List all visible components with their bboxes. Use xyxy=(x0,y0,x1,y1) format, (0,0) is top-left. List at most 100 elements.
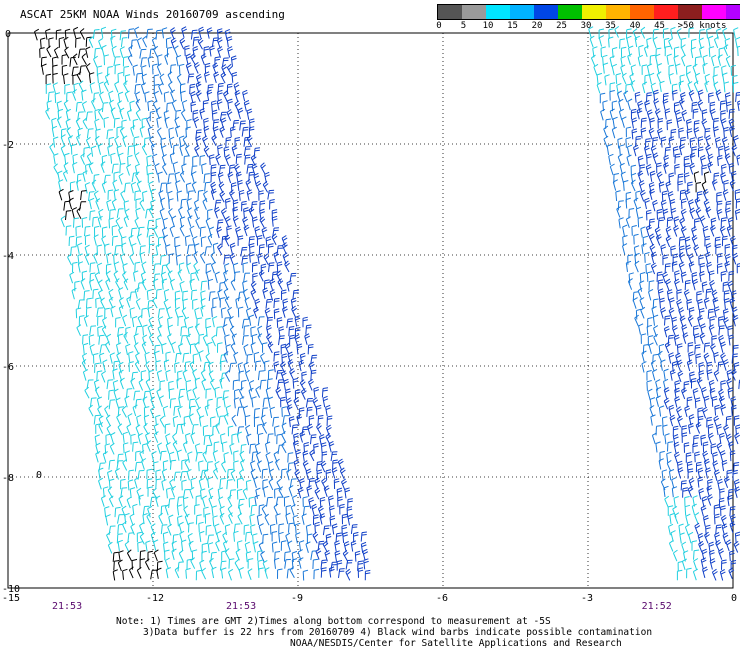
wind-barb xyxy=(667,505,674,516)
wind-barb xyxy=(219,505,225,518)
wind-barb xyxy=(190,165,198,176)
wind-barb xyxy=(164,423,171,434)
wind-barb xyxy=(217,171,224,184)
wind-barb xyxy=(700,155,706,167)
wind-barb xyxy=(253,172,260,185)
wind-barb xyxy=(269,468,275,481)
wind-barb xyxy=(217,46,224,58)
wind-barb xyxy=(622,243,628,255)
wind-barb xyxy=(254,494,260,506)
wind-barb xyxy=(207,398,213,410)
wind-barb xyxy=(691,146,697,157)
wind-barb xyxy=(719,569,726,581)
wind-barb xyxy=(201,495,208,507)
wind-barb xyxy=(117,91,124,103)
wind-barb xyxy=(633,197,639,210)
wind-barb xyxy=(237,235,244,246)
wind-barb xyxy=(345,568,352,581)
wind-barb xyxy=(89,397,97,408)
wind-barb xyxy=(621,116,627,128)
wind-barb xyxy=(673,441,680,454)
wind-barb xyxy=(113,360,120,371)
wind-barb xyxy=(700,505,707,517)
wind-barb xyxy=(646,63,653,75)
wind-barb xyxy=(732,314,739,327)
wind-barb xyxy=(657,279,664,290)
wind-barb xyxy=(634,314,639,327)
wind-barb xyxy=(98,81,104,93)
wind-barb xyxy=(136,414,142,427)
wind-barb xyxy=(287,540,293,552)
wind-barb xyxy=(350,540,357,552)
wind-barb xyxy=(200,280,207,291)
wind-barb xyxy=(94,108,100,120)
wind-barb xyxy=(639,189,646,202)
wind-barb xyxy=(186,254,192,266)
wind-barb xyxy=(222,540,228,552)
map-title: ASCAT 25KM NOAA Winds 20160709 ascending xyxy=(20,8,285,21)
wind-barb xyxy=(275,387,282,399)
wind-barb xyxy=(233,351,239,364)
x-tick-label: -6 xyxy=(436,593,448,604)
wind-barb xyxy=(231,144,238,157)
wind-barb xyxy=(207,278,214,290)
wind-barb xyxy=(155,360,161,371)
wind-barb xyxy=(691,378,697,389)
wind-barb xyxy=(245,424,251,437)
wind-barb xyxy=(695,207,702,219)
wind-barb xyxy=(141,117,148,129)
wind-barb xyxy=(184,45,190,57)
wind-barb xyxy=(646,92,652,103)
wind-barb xyxy=(271,531,278,542)
wind-barb xyxy=(676,298,682,311)
wind-barb xyxy=(216,37,223,49)
wind-barb xyxy=(342,549,349,562)
wind-barb xyxy=(699,262,706,274)
wind-barb xyxy=(235,548,241,561)
wind-barb xyxy=(263,253,270,266)
wind-barb xyxy=(680,198,687,210)
wind-barb xyxy=(673,216,680,228)
wind-barb xyxy=(721,559,727,570)
wind-barb xyxy=(678,523,684,535)
wind-barb xyxy=(110,305,116,318)
wind-barb xyxy=(679,315,686,328)
wind-barb xyxy=(708,324,715,336)
wind-barb xyxy=(119,46,125,58)
wind-barb xyxy=(344,487,351,499)
wind-barb xyxy=(266,433,274,444)
wind-barb xyxy=(718,325,725,336)
wind-barb xyxy=(708,46,715,58)
wind-barb xyxy=(195,514,202,525)
wind-barb xyxy=(146,513,152,525)
wind-barb xyxy=(187,215,193,227)
wind-barb xyxy=(666,459,672,472)
wind-barb xyxy=(273,503,279,516)
wind-barb xyxy=(662,416,668,427)
wind-barb xyxy=(154,163,160,175)
wind-barb xyxy=(139,126,145,138)
wind-barb xyxy=(199,108,206,120)
wind-barb xyxy=(313,568,320,580)
wind-barb xyxy=(129,253,135,265)
wind-barb xyxy=(310,434,317,445)
wind-barb xyxy=(131,316,138,328)
wind-barb xyxy=(107,486,113,499)
wind-barb xyxy=(78,48,86,59)
wind-barb xyxy=(250,342,256,354)
wind-barb xyxy=(655,53,661,66)
wind-barb xyxy=(715,89,722,102)
wind-barb xyxy=(671,316,678,328)
wind-barb xyxy=(145,540,151,552)
wind-barb xyxy=(296,343,303,355)
wind-barb xyxy=(297,486,304,499)
wind-barb xyxy=(291,305,298,318)
wind-barb xyxy=(677,467,684,479)
wind-barb xyxy=(246,353,253,365)
wind-barb xyxy=(341,478,347,491)
wind-barb xyxy=(174,566,180,579)
wind-barb xyxy=(673,496,679,508)
wind-barb xyxy=(116,351,122,364)
wind-barb xyxy=(137,541,143,553)
wind-barb xyxy=(684,236,691,248)
